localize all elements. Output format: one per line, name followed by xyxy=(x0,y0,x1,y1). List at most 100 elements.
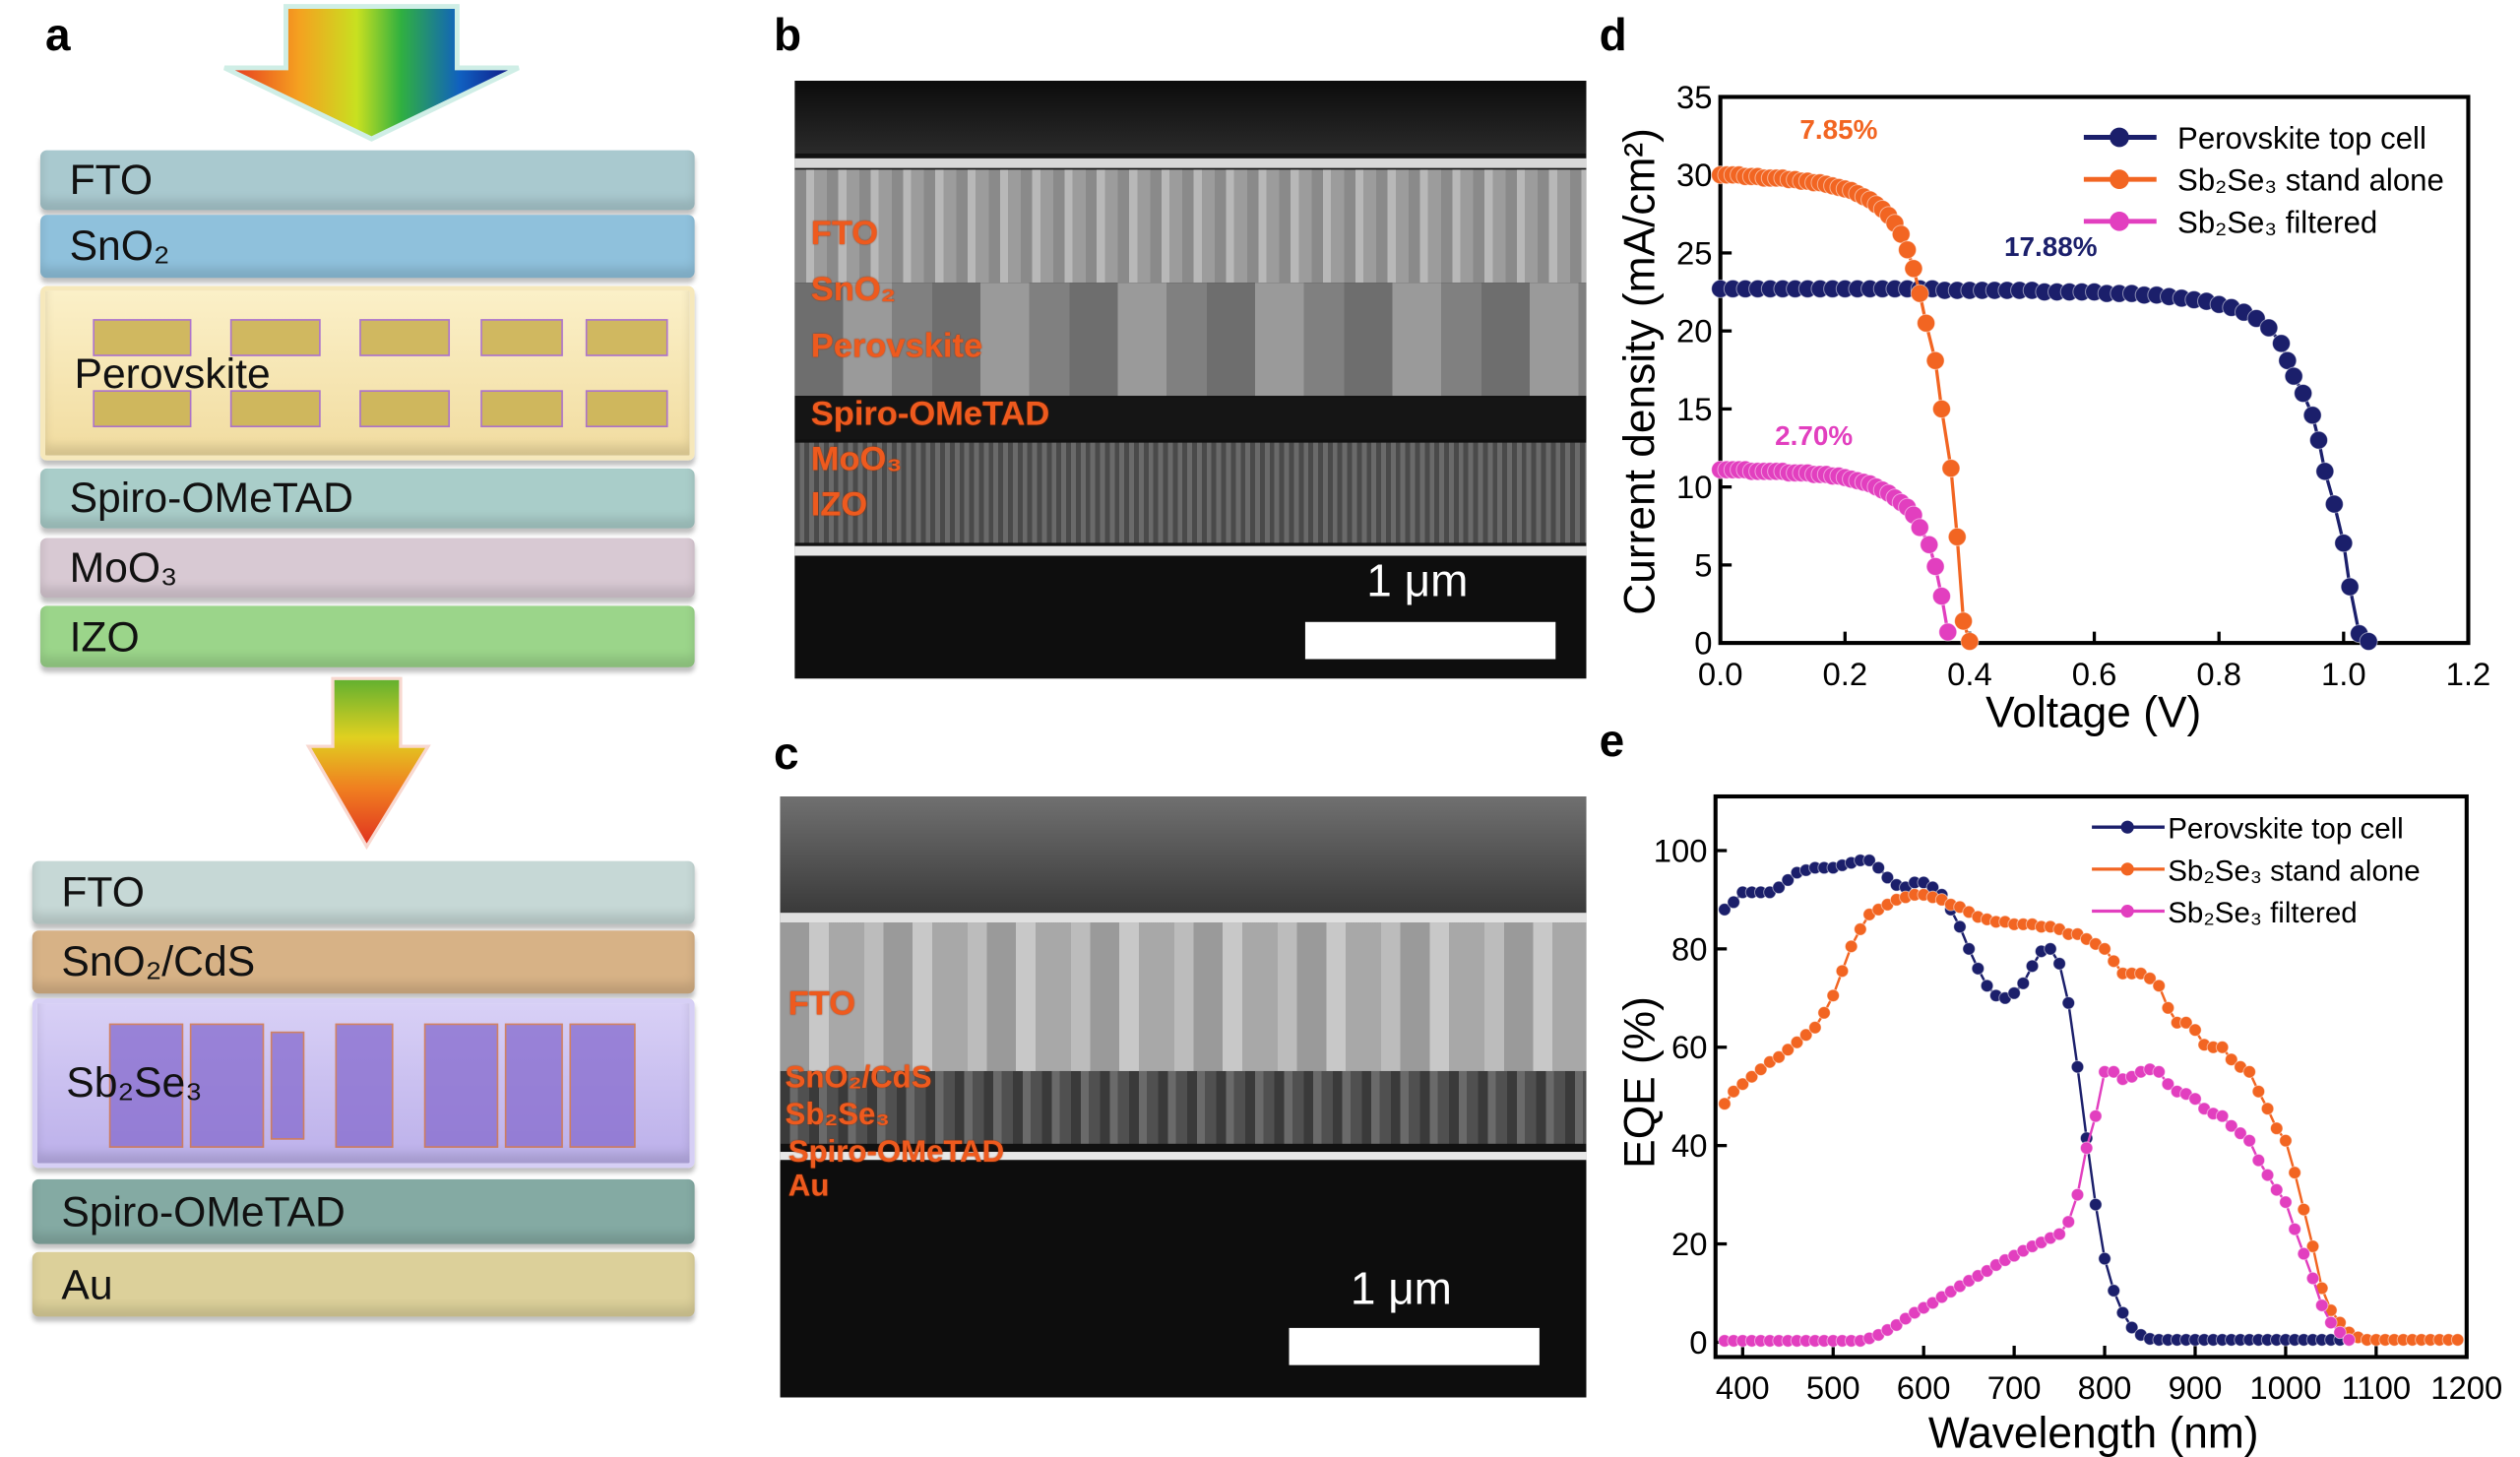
data-point xyxy=(1753,1062,1768,1076)
data-point xyxy=(2315,462,2335,481)
sem-label-spiro: Spiro-OMeTAD xyxy=(788,1135,1005,1171)
data-point xyxy=(2107,1065,2120,1079)
layer-sno2: SnO₂ xyxy=(40,215,695,279)
data-point xyxy=(1880,870,1895,885)
x-tick-label: 1.2 xyxy=(2446,656,2491,692)
x-tick-label: 700 xyxy=(1987,1369,2042,1406)
data-point xyxy=(1947,527,1967,546)
y-tick-label: 20 xyxy=(1676,313,1713,349)
x-tick-label: 900 xyxy=(2169,1369,2223,1406)
data-point xyxy=(1781,1043,1796,1056)
x-tick-label: 0.4 xyxy=(1947,656,1992,692)
data-point xyxy=(2308,430,2329,450)
x-tick-label: 0.6 xyxy=(2072,656,2117,692)
x-tick-label: 400 xyxy=(1716,1369,1770,1406)
y-tick-label: 40 xyxy=(1671,1127,1708,1164)
data-point xyxy=(1817,1006,1831,1020)
layer-label: Spiro-OMeTAD xyxy=(69,473,354,523)
layer-label: Au xyxy=(61,1259,113,1308)
data-point xyxy=(1941,459,1961,478)
panel-label-b: b xyxy=(774,9,802,60)
scale-bar xyxy=(1304,621,1556,660)
data-point xyxy=(1931,587,1951,606)
data-point xyxy=(1960,632,1980,652)
data-point xyxy=(2007,986,2021,1000)
sem-label-spiro: Spiro-OMeTAD xyxy=(810,396,1050,433)
data-point xyxy=(1744,1069,1759,1084)
y-tick-label: 5 xyxy=(1694,546,1712,583)
legend: Perovskite top cell Sb₂Se₃ stand alone S… xyxy=(2092,813,2421,929)
plot-frame xyxy=(1713,793,2469,1360)
data-point xyxy=(1910,284,1929,303)
data-point xyxy=(2188,1023,2202,1038)
data-point xyxy=(1971,962,1985,976)
data-point xyxy=(1826,988,1840,1003)
x-axis-title: Wavelength (nm) xyxy=(1928,1409,2259,1457)
data-point xyxy=(2270,1121,2284,1135)
data-point xyxy=(2225,1052,2238,1066)
legend: Perovskite top cell Sb₂Se₃ stand alone S… xyxy=(2083,121,2444,239)
data-point xyxy=(2052,957,2066,971)
data-point xyxy=(1798,1028,1813,1042)
data-point xyxy=(2016,977,2031,990)
sem-image-perovskite-cell xyxy=(794,81,1587,679)
data-point xyxy=(1772,1050,1786,1064)
data-point xyxy=(2152,1065,2166,1079)
data-point xyxy=(2246,308,2266,329)
x-tick-label: 1.0 xyxy=(2321,656,2366,692)
layer-sb2se3: Sb₂Se₃ xyxy=(32,998,695,1169)
data-point xyxy=(1920,535,1939,554)
y-tick-label: 10 xyxy=(1676,469,1713,505)
data-point xyxy=(2279,1133,2293,1148)
data-point xyxy=(2260,1102,2275,1115)
data-point xyxy=(2089,1109,2103,1123)
layer-perovskite: Perovskite xyxy=(40,285,695,461)
data-point xyxy=(1835,964,1850,979)
layer-label: SnO₂ xyxy=(69,221,170,271)
data-point xyxy=(2152,979,2166,993)
data-point xyxy=(1718,1097,1732,1110)
data-point xyxy=(2115,1305,2130,1320)
y-axis-title: EQE (%) xyxy=(1615,996,1664,1169)
sem-label-sno2-cds: SnO₂/CdS xyxy=(785,1061,932,1096)
x-tick-label: 800 xyxy=(2078,1369,2132,1406)
data-point xyxy=(2288,1166,2301,1179)
data-point xyxy=(1790,1036,1804,1049)
data-point xyxy=(2297,1202,2311,1217)
data-point xyxy=(2251,1084,2266,1099)
data-point xyxy=(2107,1284,2120,1298)
layer-label: IZO xyxy=(69,611,140,661)
y-tick-label: 100 xyxy=(1654,832,1708,868)
sem-label-sb2se3: Sb₂Se₃ xyxy=(785,1098,890,1133)
y-tick-label: 20 xyxy=(1671,1226,1708,1262)
legend-marker xyxy=(2110,127,2129,148)
layer-label: FTO xyxy=(61,867,145,917)
data-point xyxy=(2124,1320,2139,1335)
data-point xyxy=(2052,1227,2066,1241)
layer-label: Sb₂Se₃ xyxy=(66,1057,203,1108)
data-point xyxy=(2025,959,2040,974)
x-tick-label: 0.2 xyxy=(1822,656,1867,692)
data-point xyxy=(1904,259,1923,279)
data-point xyxy=(1854,922,1867,936)
data-point xyxy=(2098,1251,2111,1266)
data-point xyxy=(1781,873,1796,887)
data-point xyxy=(2044,942,2057,956)
data-point xyxy=(2359,632,2378,652)
data-point xyxy=(1910,518,1929,538)
data-point xyxy=(2340,577,2360,597)
data-point xyxy=(2305,1271,2320,1286)
data-point xyxy=(2278,350,2298,370)
panel-label-c: c xyxy=(774,728,799,779)
data-point xyxy=(2260,1168,2275,1182)
data-point xyxy=(2070,1187,2085,1202)
x-tick-label: 1000 xyxy=(2249,1369,2321,1406)
data-point xyxy=(2089,1197,2103,1212)
y-tick-label: 30 xyxy=(1676,157,1713,193)
layer-label: FTO xyxy=(69,155,154,204)
legend-marker xyxy=(2120,820,2134,834)
data-point xyxy=(1898,240,1918,260)
legend-label-perovskite: Perovskite top cell xyxy=(2168,813,2404,846)
data-point xyxy=(2334,534,2354,553)
legend-marker xyxy=(2120,862,2134,876)
